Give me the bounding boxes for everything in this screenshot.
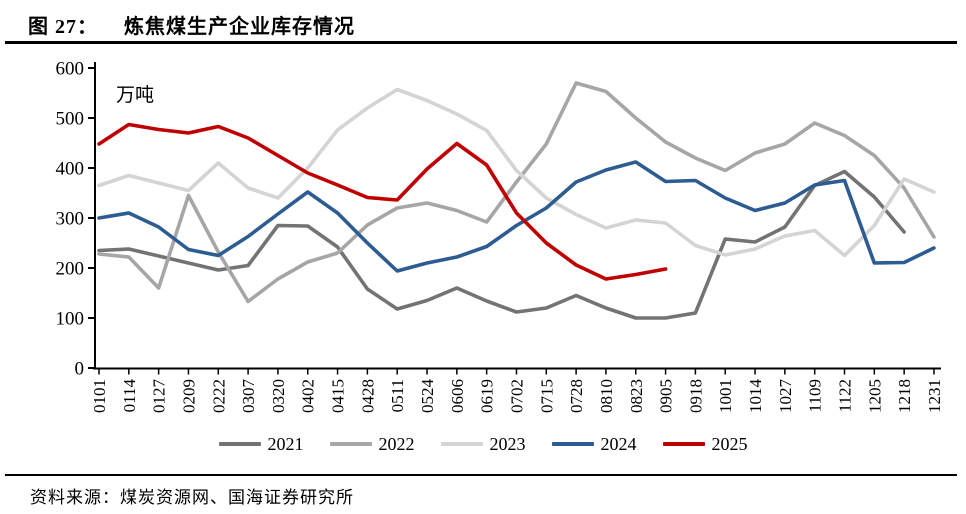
x-tick-label: 0823: [627, 379, 646, 413]
x-tick-label: 0307: [239, 379, 258, 414]
legend-label-2025: 2025: [711, 434, 748, 454]
x-tick-label: 1027: [776, 379, 795, 414]
y-tick-label: 600: [56, 59, 85, 80]
x-tick-label: 0702: [507, 379, 526, 413]
legend-label-2024: 2024: [600, 434, 637, 454]
x-tick-label: 1218: [895, 379, 914, 413]
x-tick-label: 1205: [865, 379, 884, 413]
x-tick-label: 1001: [716, 379, 735, 413]
source-text: 资料来源：煤炭资源网、国海证券研究所: [30, 488, 354, 507]
x-tick-label: 0715: [537, 379, 556, 413]
legend-label-2021: 2021: [267, 434, 304, 454]
legend-label-2023: 2023: [489, 434, 526, 454]
x-tick-label: 0728: [567, 379, 586, 413]
legend-item-2022: 2022: [329, 434, 415, 454]
legend-swatch-2023: [440, 442, 483, 446]
y-tick-label: 500: [56, 109, 85, 130]
y-tick-label: 100: [56, 309, 85, 330]
y-tick-label: 400: [56, 159, 85, 180]
figure-header: 图 27： 炼焦煤生产企业库存情况: [28, 8, 355, 40]
figure-number-label: 图 27：: [28, 15, 98, 38]
x-tick-label: 1231: [925, 379, 944, 413]
x-tick-label: 0810: [597, 379, 616, 413]
series-line-2021: [97, 169, 906, 320]
figure-title: 炼焦煤生产企业库存情况: [124, 15, 355, 38]
x-tick-label: 0320: [269, 379, 288, 413]
source-divider: [5, 474, 957, 476]
y-tick-label: 200: [56, 259, 85, 280]
legend-item-2025: 2025: [662, 434, 748, 454]
x-tick-label: 0127: [150, 379, 169, 414]
x-tick-label: 0524: [418, 379, 437, 414]
x-tick-label: 0209: [179, 379, 198, 413]
x-tick-label: 0918: [686, 379, 705, 413]
y-axis-ticks: 0 100 200 300 400 500 600: [56, 59, 95, 380]
legend-swatch-2021: [218, 442, 261, 446]
y-tick-label: 0: [75, 359, 85, 380]
x-tick-label: 0511: [388, 379, 407, 412]
x-tick-label: 1122: [836, 379, 855, 412]
series-line-2024: [97, 160, 936, 273]
x-tick-label: 0101: [90, 379, 109, 413]
x-tick-label: 0222: [209, 379, 228, 413]
x-axis-ticks: 0101 0114 0127 0209 0222 0307 0320 0402 0415 0428…: [90, 368, 944, 414]
x-tick-label: 0905: [657, 379, 676, 413]
x-tick-label: 0428: [358, 379, 377, 413]
legend-swatch-2025: [662, 442, 705, 446]
series-line-2025: [97, 122, 668, 281]
x-tick-label: 0606: [448, 379, 467, 413]
y-tick-label: 300: [56, 209, 85, 230]
legend-swatch-2024: [551, 442, 594, 446]
legend-item-2023: 2023: [440, 434, 526, 454]
x-tick-label: 0402: [299, 379, 318, 413]
unit-label: 万吨: [116, 84, 154, 106]
x-tick-label: 1109: [806, 379, 825, 412]
legend-swatch-2022: [329, 442, 372, 446]
legend-item-2021: 2021: [218, 434, 304, 454]
x-tick-label: 1014: [746, 379, 765, 414]
x-tick-label: 0619: [478, 379, 497, 413]
chart-legend: 2021 2022 2023 2024 2025: [0, 432, 966, 456]
x-tick-label: 0415: [329, 379, 348, 413]
title-divider: [5, 41, 957, 44]
series-line-2022: [97, 81, 936, 304]
legend-item-2024: 2024: [551, 434, 637, 454]
legend-label-2022: 2022: [378, 434, 415, 454]
series-line-2023: [97, 87, 936, 258]
x-tick-label: 0114: [120, 379, 139, 413]
